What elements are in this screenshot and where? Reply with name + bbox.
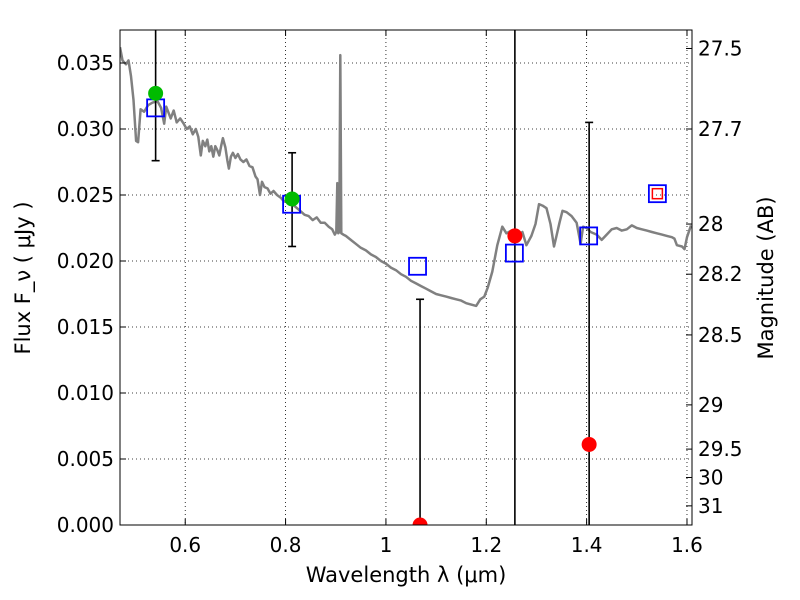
y-tick-label: 0.005 xyxy=(57,447,114,471)
spectrum-line xyxy=(120,46,692,308)
x-tick-label: 1.2 xyxy=(470,533,502,557)
right-axis-label: Magnitude (AB) xyxy=(754,196,778,359)
y-tick-label: 0.025 xyxy=(57,183,114,207)
y-tick-label: 0.015 xyxy=(57,315,114,339)
y-axis-label: Flux F_ν ( μJy ) xyxy=(11,201,36,354)
error-bars xyxy=(151,30,594,525)
y-tick-label: 0.000 xyxy=(57,513,114,537)
axis-ticks: 0.6 0.8 1 1.2 1.4 1.6 0.000 0.005 0.010 0.015 0.02… xyxy=(57,30,743,557)
right-tick-label: 30 xyxy=(698,465,723,489)
x-tick-label: 0.8 xyxy=(270,533,302,557)
x-tick-label: 1 xyxy=(380,533,393,557)
model-photometry-square xyxy=(504,243,524,263)
y-tick-label: 0.030 xyxy=(57,117,114,141)
x-tick-label: 1.4 xyxy=(571,533,603,557)
model-photometry-square xyxy=(647,184,667,204)
y-tick-label: 0.010 xyxy=(57,381,114,405)
right-tick-label: 28.2 xyxy=(698,262,743,286)
model-spectrum xyxy=(120,46,692,308)
low-significance-square xyxy=(651,187,664,200)
right-tick-label: 28 xyxy=(698,212,723,236)
detection-point xyxy=(148,85,164,101)
x-axis-label: Wavelength λ (μm) xyxy=(306,563,507,587)
y-tick-label: 0.035 xyxy=(57,51,114,75)
right-tick-label: 29.5 xyxy=(698,437,743,461)
model-photometry-square xyxy=(408,256,427,276)
data-markers xyxy=(146,85,667,525)
low-significance-point xyxy=(412,517,428,525)
detection-point xyxy=(284,191,300,207)
right-tick-label: 27.7 xyxy=(698,117,743,141)
right-tick-label: 27.5 xyxy=(698,36,743,60)
y-tick-label: 0.020 xyxy=(57,249,114,273)
right-tick-label: 31 xyxy=(698,494,723,518)
model-photometry-square xyxy=(579,226,599,246)
low-significance-point xyxy=(507,228,523,244)
x-tick-label: 0.6 xyxy=(169,533,201,557)
right-tick-label: 28.5 xyxy=(698,323,743,347)
plot-frame xyxy=(119,29,693,526)
right-tick-label: 29 xyxy=(698,393,723,417)
x-tick-label: 1.6 xyxy=(671,533,703,557)
low-significance-point xyxy=(581,436,597,452)
